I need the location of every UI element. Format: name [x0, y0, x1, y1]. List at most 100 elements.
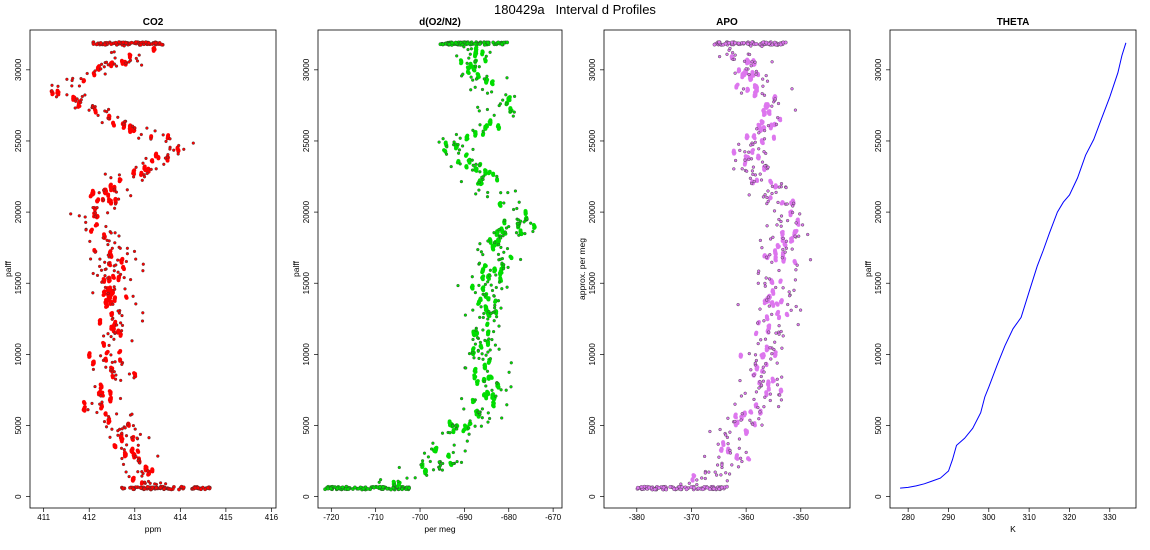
data-point [112, 206, 117, 210]
data-point [468, 419, 472, 423]
data-point [489, 283, 493, 287]
data-point [773, 183, 778, 188]
data-point [758, 410, 762, 414]
data-point [110, 370, 114, 374]
data-point [777, 332, 781, 336]
data-point [496, 123, 501, 128]
data-point [779, 219, 783, 224]
data-point [154, 485, 159, 490]
data-point [154, 167, 158, 171]
data-point [465, 61, 469, 65]
data-point [508, 254, 513, 259]
data-point [113, 287, 117, 291]
data-point [513, 189, 517, 193]
data-point [679, 482, 683, 486]
data-point [455, 54, 459, 58]
x-tick-label: 415 [219, 513, 233, 522]
data-point [480, 352, 484, 356]
data-point [145, 485, 150, 489]
data-point [793, 108, 797, 112]
data-point [511, 114, 515, 118]
data-point [730, 50, 735, 55]
data-point [164, 482, 168, 486]
data-point [717, 455, 721, 459]
data-point [99, 62, 104, 66]
data-point [113, 241, 117, 245]
data-point [766, 123, 770, 128]
data-point [136, 470, 140, 474]
data-point [750, 422, 755, 426]
y-tick-label: 5000 [874, 416, 883, 434]
data-point [777, 324, 781, 328]
data-point [756, 281, 760, 285]
data-point [749, 181, 754, 186]
data-point [775, 377, 779, 381]
data-point [193, 486, 198, 490]
data-point [102, 289, 107, 294]
data-point [142, 175, 147, 179]
data-point [113, 295, 117, 300]
data-point [86, 408, 90, 412]
data-point [102, 420, 107, 424]
data-point [774, 42, 779, 47]
data-point [703, 476, 707, 481]
data-point [796, 323, 800, 327]
data-point [778, 278, 783, 283]
data-point [793, 234, 797, 238]
data-point [118, 396, 123, 401]
data-point [477, 188, 481, 192]
data-point [457, 151, 461, 155]
data-point [88, 239, 92, 243]
data-point [473, 424, 477, 428]
data-point [765, 102, 770, 106]
data-point [142, 487, 147, 491]
data-point [123, 287, 127, 291]
data-point [719, 473, 723, 477]
data-point [503, 219, 507, 223]
data-point [463, 449, 467, 453]
data-point [458, 162, 462, 166]
plot-frame [889, 29, 1137, 509]
data-point [91, 271, 95, 276]
data-point [531, 222, 536, 227]
data-point [496, 252, 501, 256]
data-point [791, 201, 796, 205]
x-tick-label: -690 [456, 513, 473, 522]
data-point [479, 250, 483, 254]
data-point [762, 129, 767, 133]
data-point [87, 351, 92, 356]
data-point [102, 65, 106, 69]
data-point [740, 72, 745, 77]
data-point [756, 405, 760, 410]
data-point [91, 367, 95, 371]
data-point [725, 435, 729, 439]
data-point [133, 427, 137, 431]
data-point [517, 233, 521, 237]
panel-co2: CO2 411 412 413 414 415 416 0 5000 10000 15000 2000… [3, 17, 279, 534]
data-point [773, 254, 778, 259]
data-point [501, 267, 506, 271]
data-point [783, 40, 788, 45]
data-point [474, 162, 478, 166]
data-point [109, 176, 113, 180]
data-point [474, 77, 478, 81]
data-point [130, 339, 134, 343]
data-point [779, 398, 783, 402]
data-point [90, 188, 95, 193]
data-point [717, 54, 722, 59]
data-point [733, 402, 737, 406]
data-point [114, 64, 119, 68]
data-point [721, 440, 726, 444]
data-point [400, 487, 404, 492]
data-point [94, 222, 99, 226]
data-point [138, 432, 142, 436]
data-point [121, 40, 126, 45]
data-point [141, 262, 145, 266]
data-point [774, 285, 778, 290]
data-point [431, 468, 436, 472]
data-point [515, 206, 519, 211]
data-point [780, 256, 784, 260]
data-point [377, 480, 381, 484]
data-point [441, 137, 445, 141]
